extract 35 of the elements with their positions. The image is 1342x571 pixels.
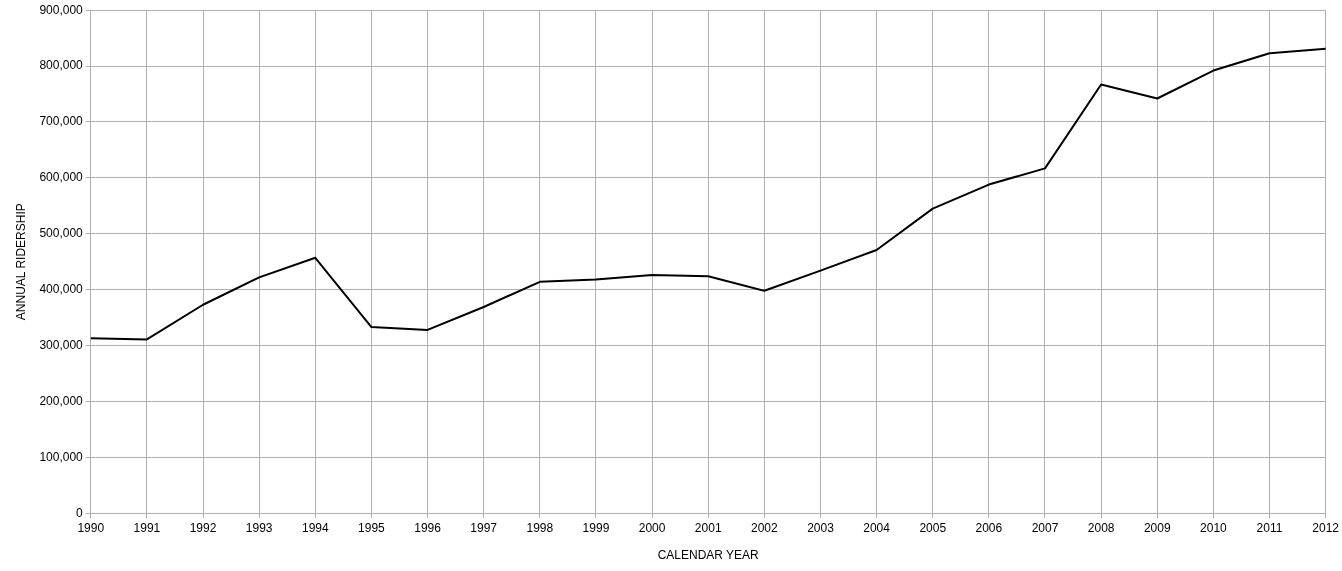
- x-tick-label: 2007: [1031, 520, 1059, 535]
- x-tick-label: 1990: [77, 520, 105, 535]
- x-tick-label: 1996: [414, 520, 442, 535]
- y-tick-label: 300,000: [39, 337, 84, 352]
- y-tick-label: 700,000: [39, 114, 84, 129]
- x-tick-label: 1995: [358, 520, 386, 535]
- y-tick-label: 100,000: [39, 449, 84, 464]
- x-tick-label: 1999: [582, 520, 610, 535]
- x-tick-label: 2004: [863, 520, 891, 535]
- x-axis-title: CALENDAR YEAR: [657, 548, 760, 563]
- x-tick-label: 2006: [975, 520, 1003, 535]
- x-tick-label: 2001: [694, 520, 722, 535]
- x-tick-label: 2008: [1087, 520, 1115, 535]
- x-tick-label: 1998: [526, 520, 554, 535]
- y-tick-label: 900,000: [39, 2, 84, 17]
- x-tick-label: 2009: [1143, 520, 1171, 535]
- y-tick-label: 600,000: [39, 170, 84, 185]
- x-tick-label: 1997: [470, 520, 498, 535]
- y-tick-label: 0: [76, 505, 84, 520]
- x-tick-label: 1993: [245, 520, 273, 535]
- y-axis-title: ANNUAL RIDERSHIP: [13, 203, 28, 321]
- x-tick-label: 1992: [189, 520, 217, 535]
- x-tick-label: 2010: [1200, 520, 1228, 535]
- y-tick-label: 400,000: [39, 281, 84, 296]
- x-tick-label: 2002: [750, 520, 779, 535]
- x-tick-label: 1991: [133, 520, 161, 535]
- x-tick-label: 1994: [301, 520, 329, 535]
- x-tick-label: 2003: [807, 520, 835, 535]
- x-tick-label: 2000: [638, 520, 666, 535]
- x-tick-label: 2011: [1256, 520, 1283, 535]
- x-tick-label: 2005: [919, 520, 947, 535]
- y-tick-label: 800,000: [39, 58, 84, 73]
- y-tick-label: 200,000: [39, 393, 84, 408]
- y-tick-label: 500,000: [39, 226, 84, 241]
- x-tick-label: 2012: [1312, 520, 1340, 535]
